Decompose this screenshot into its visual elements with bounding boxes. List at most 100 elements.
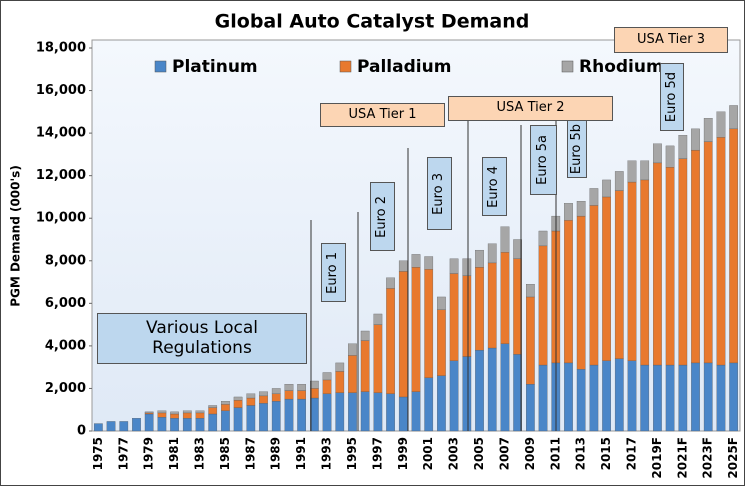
bar-segment [653, 143, 662, 164]
x-tick-label: 2011 [548, 437, 562, 470]
legend-swatch [154, 60, 167, 73]
bar-segment [716, 137, 726, 366]
bar-segment [246, 397, 256, 406]
bar-segment [297, 398, 306, 432]
bar-segment [170, 418, 179, 432]
x-tick-label: 2013 [574, 437, 588, 470]
annotation: USA Tier 2 [448, 96, 613, 121]
bar-segment [538, 364, 548, 432]
bar-segment [576, 215, 586, 370]
x-tick-label: 1975 [91, 437, 105, 470]
bar-segment [703, 362, 713, 432]
x-tick-label: 1995 [345, 437, 359, 470]
legend-label: Platinum [172, 57, 258, 77]
annotation-text: Euro 1 [325, 251, 341, 294]
bar-segment [437, 375, 446, 432]
bar-segment [170, 411, 179, 415]
bar-segment [259, 403, 268, 432]
y-tick-label: 12,000 [36, 168, 86, 183]
bar-segment [386, 393, 395, 432]
bar-segment [398, 271, 408, 398]
bar-segment [233, 407, 243, 432]
bar-segment [322, 379, 332, 394]
annotation-text: Euro 2 [374, 195, 390, 238]
bar-segment [576, 369, 586, 432]
bar-segment [475, 349, 484, 432]
bar-segment [144, 411, 154, 414]
bar-segment [614, 171, 624, 191]
y-axis-label: PGM Demand (000's) [9, 165, 23, 307]
bar-segment [424, 269, 434, 378]
bar-segment [500, 343, 510, 432]
bar-segment [195, 410, 205, 414]
bar-segment [653, 364, 662, 432]
bar-segment [424, 377, 434, 432]
annotation-text: USA Tier 1 [348, 106, 417, 122]
bar-segment [462, 356, 472, 432]
x-tick-label: 1987 [243, 437, 257, 470]
y-tick-label: 2,000 [45, 381, 86, 396]
bar-segment [170, 413, 179, 419]
bar-segment [360, 330, 370, 341]
x-tick-label: 1981 [167, 437, 181, 470]
bar-segment [729, 362, 738, 432]
bar-segment [411, 391, 421, 432]
annotation-text: Euro 5b [568, 123, 584, 175]
bar-segment [627, 181, 637, 361]
x-tick-label: 2009 [523, 437, 537, 470]
bar-segment [119, 421, 129, 432]
bar-segment [144, 413, 154, 432]
legend-label: Rhodium [579, 57, 664, 77]
bar-segment [208, 413, 218, 432]
bar-segment [703, 118, 713, 142]
bar-segment [411, 254, 421, 268]
x-tick-label: 2003 [447, 437, 461, 470]
annotation: USA Tier 1 [320, 103, 445, 127]
bar-segment [487, 347, 497, 432]
bar-segment [335, 392, 345, 432]
bar-segment [221, 404, 230, 411]
bar-segment [449, 273, 459, 361]
bar-segment [716, 364, 726, 432]
bar-segment [729, 128, 738, 364]
bar-segment [398, 260, 408, 272]
bar-segment [564, 203, 573, 221]
bar-segment [259, 391, 268, 397]
bar-segment [157, 410, 167, 414]
bar-segment [500, 252, 510, 344]
bar-segment [538, 245, 548, 366]
annotation: Euro 4 [482, 157, 507, 216]
bar-segment [271, 388, 281, 394]
annotation: USA Tier 3 [614, 27, 728, 53]
bar-segment [373, 324, 383, 393]
bar-segment [322, 393, 332, 432]
bar-segment [564, 362, 573, 432]
bar-segment [335, 362, 345, 372]
y-tick-label: 6,000 [45, 296, 86, 311]
y-tick-label: 8,000 [45, 253, 86, 268]
bar-segment [132, 418, 141, 432]
bar-segment [678, 364, 688, 432]
y-tick-label: 0 [77, 424, 86, 439]
bar-segment [157, 412, 167, 418]
bar-segment [627, 360, 637, 432]
x-tick-label: 1983 [193, 437, 207, 470]
annotation: Euro 2 [370, 182, 395, 251]
bar-segment [602, 360, 611, 432]
bar-segment [335, 371, 345, 393]
bar-segment [640, 364, 650, 432]
bar-segment [614, 190, 624, 359]
annotation: Euro 5d [660, 63, 684, 131]
bar-segment [614, 358, 624, 432]
y-tick-label: 10,000 [36, 211, 86, 226]
bar-segment [665, 145, 675, 168]
bar-segment [538, 230, 548, 247]
bar-segment [564, 220, 573, 364]
bar-segment [246, 393, 256, 399]
annotation: Euro 5a [530, 125, 557, 195]
x-tick-label: 1997 [370, 437, 384, 470]
bar-segment [640, 179, 650, 366]
bar-segment [144, 412, 154, 415]
bar-segment [221, 410, 230, 432]
bar-segment [449, 258, 459, 274]
